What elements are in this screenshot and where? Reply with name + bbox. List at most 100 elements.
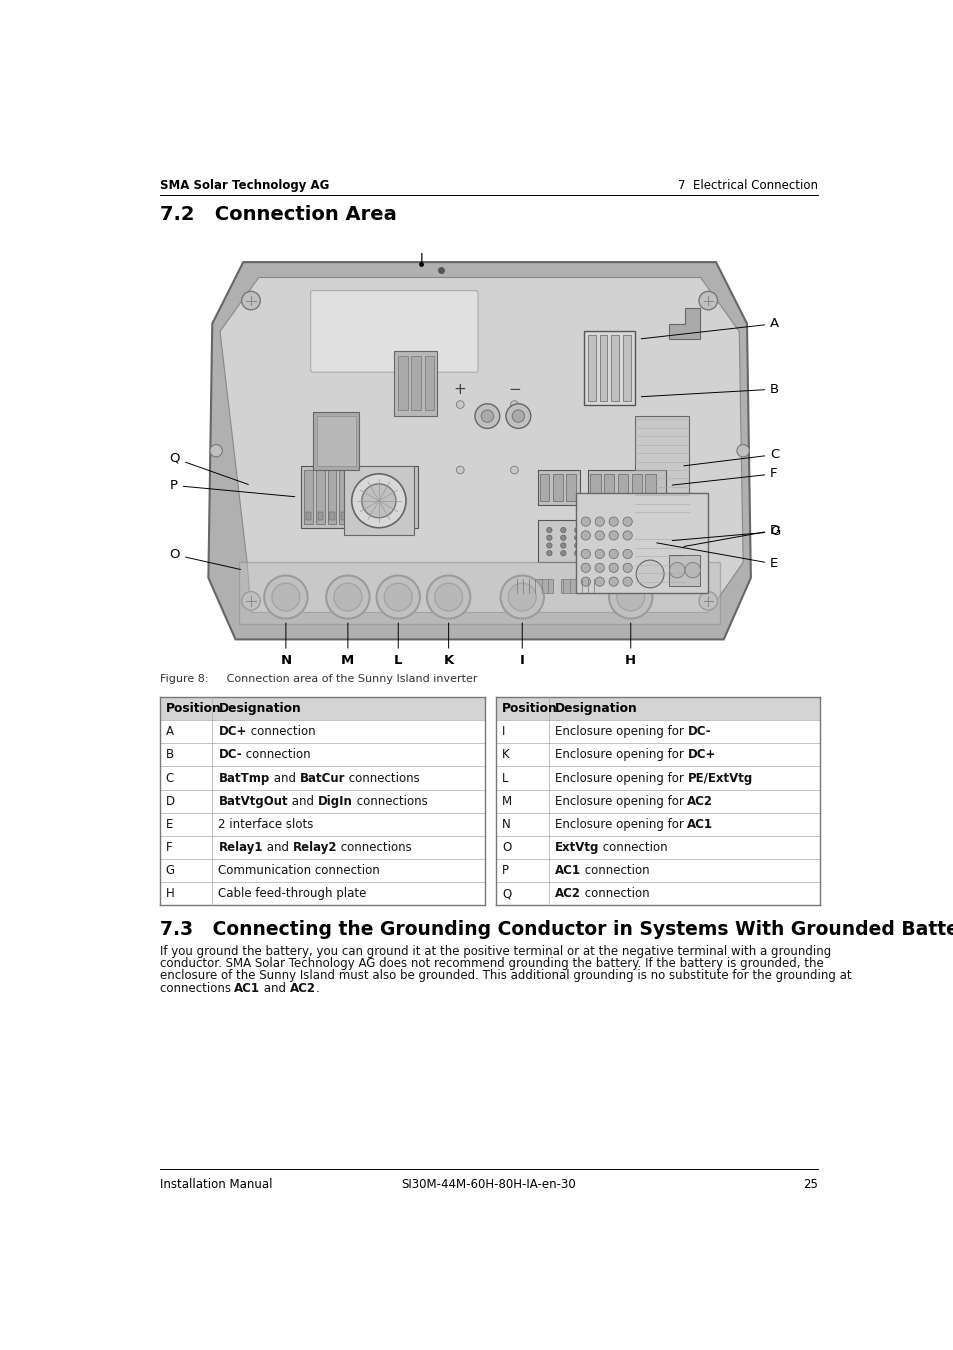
Text: and: and [270, 771, 299, 784]
Text: and: and [288, 795, 317, 807]
Circle shape [361, 483, 395, 518]
Bar [306, 513, 311, 520]
Text: connections: connections [353, 795, 427, 807]
Text: DigIn: DigIn [317, 795, 353, 807]
Text: G: G [166, 864, 174, 878]
Text: I: I [501, 725, 505, 738]
Circle shape [699, 292, 717, 311]
Circle shape [608, 575, 652, 618]
Bar [313, 412, 359, 470]
Text: H: H [166, 887, 174, 900]
Circle shape [480, 410, 493, 423]
Polygon shape [669, 308, 700, 339]
Bar [340, 513, 346, 520]
Circle shape [326, 575, 369, 618]
Circle shape [574, 535, 579, 540]
Bar [560, 579, 599, 593]
Text: AC1: AC1 [234, 981, 260, 995]
Bar [576, 493, 707, 593]
Circle shape [510, 401, 517, 409]
Text: DC+: DC+ [218, 725, 247, 738]
Circle shape [435, 583, 462, 612]
Circle shape [574, 551, 579, 556]
Circle shape [608, 531, 618, 540]
Text: Enclosure opening for: Enclosure opening for [555, 795, 687, 807]
Circle shape [580, 531, 590, 540]
Bar [239, 563, 720, 624]
Text: PE/ExtVtg: PE/ExtVtg [687, 771, 752, 784]
Circle shape [622, 549, 632, 559]
Text: +: + [454, 382, 466, 397]
Text: Enclosure opening for: Enclosure opening for [555, 748, 687, 761]
Circle shape [546, 543, 552, 548]
Bar [514, 579, 553, 593]
Circle shape [622, 563, 632, 572]
Bar [344, 466, 414, 536]
Text: Installation Manual: Installation Manual [159, 1179, 272, 1191]
Circle shape [595, 531, 604, 540]
Text: 25: 25 [802, 1179, 818, 1191]
Text: DC-: DC- [687, 725, 710, 738]
Text: H: H [624, 655, 636, 667]
Text: C: C [683, 448, 779, 466]
Circle shape [384, 583, 412, 612]
Circle shape [595, 549, 604, 559]
Circle shape [456, 401, 464, 409]
Circle shape [588, 551, 594, 556]
Text: O: O [501, 841, 511, 853]
Text: Relay1: Relay1 [218, 841, 263, 853]
Bar [317, 513, 323, 520]
FancyBboxPatch shape [311, 290, 477, 373]
Circle shape [505, 404, 530, 428]
Circle shape [588, 535, 594, 540]
Text: M: M [501, 795, 512, 807]
Bar [603, 533, 633, 551]
Bar [634, 416, 688, 516]
Bar [669, 555, 700, 586]
Text: Cable feed-through plate: Cable feed-through plate [218, 887, 367, 900]
Circle shape [736, 444, 748, 456]
Text: N: N [280, 655, 291, 667]
Circle shape [376, 575, 419, 618]
Text: D: D [166, 795, 174, 807]
Circle shape [210, 444, 222, 456]
Text: C: C [166, 771, 173, 784]
Circle shape [352, 474, 406, 528]
Text: A: A [640, 317, 779, 339]
Bar [159, 697, 484, 721]
Bar [316, 416, 355, 466]
Text: E: E [166, 818, 172, 830]
Bar [617, 474, 628, 501]
Bar [603, 474, 614, 501]
Bar [566, 474, 575, 501]
Text: connection: connection [580, 887, 649, 900]
Text: F: F [672, 467, 777, 485]
Text: L: L [394, 655, 402, 667]
Text: connection: connection [580, 864, 649, 878]
Circle shape [546, 528, 552, 533]
Circle shape [560, 528, 565, 533]
Bar [539, 474, 549, 501]
Circle shape [636, 560, 663, 587]
Circle shape [546, 535, 552, 540]
Text: P: P [170, 479, 294, 497]
Bar [411, 356, 420, 410]
Text: Figure 8:   Connection area of the Sunny Island inverter: Figure 8: Connection area of the Sunny I… [159, 675, 476, 684]
Text: enclosure of the Sunny Island must also be grounded. This additional grounding i: enclosure of the Sunny Island must also … [159, 969, 850, 983]
Text: Q: Q [170, 452, 248, 485]
Circle shape [580, 549, 590, 559]
Text: BatTmp: BatTmp [218, 771, 270, 784]
Bar [395, 470, 402, 524]
Bar [329, 513, 335, 520]
Circle shape [580, 563, 590, 572]
Circle shape [617, 583, 644, 612]
Bar [424, 356, 434, 410]
Bar [645, 474, 656, 501]
Text: L: L [501, 771, 508, 784]
Bar [537, 470, 579, 505]
Circle shape [622, 517, 632, 526]
Circle shape [427, 575, 470, 618]
Text: AC2: AC2 [687, 795, 713, 807]
Text: SI30M-44M-60H-80H-IA-en-30: SI30M-44M-60H-80H-IA-en-30 [401, 1179, 576, 1191]
Text: ExtVtg: ExtVtg [555, 841, 598, 853]
